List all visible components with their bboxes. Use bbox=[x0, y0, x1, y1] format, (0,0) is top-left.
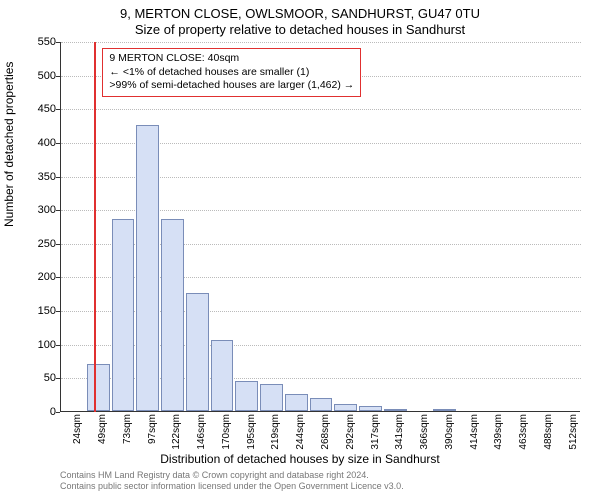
histogram-bar bbox=[433, 409, 456, 411]
yaxis-title: Number of detached properties bbox=[2, 62, 16, 227]
annotation-line2: ← <1% of detached houses are smaller (1) bbox=[109, 66, 354, 80]
footer-line1: Contains HM Land Registry data © Crown c… bbox=[60, 470, 404, 481]
gridline bbox=[61, 109, 581, 110]
histogram-bar bbox=[384, 409, 407, 411]
ytick-mark bbox=[56, 42, 60, 43]
xtick-label: 24sqm bbox=[72, 414, 83, 464]
xtick-label: 73sqm bbox=[122, 414, 133, 464]
ytick-mark bbox=[56, 244, 60, 245]
ytick-mark bbox=[56, 109, 60, 110]
xtick-label: 195sqm bbox=[246, 414, 257, 464]
property-marker-line bbox=[94, 42, 96, 412]
ytick-label: 150 bbox=[16, 305, 56, 317]
histogram-bar bbox=[359, 406, 382, 411]
ytick-label: 300 bbox=[16, 204, 56, 216]
xtick-label: 341sqm bbox=[394, 414, 405, 464]
xtick-label: 463sqm bbox=[518, 414, 529, 464]
histogram-bar bbox=[310, 398, 333, 411]
ytick-label: 0 bbox=[16, 406, 56, 418]
ytick-label: 400 bbox=[16, 137, 56, 149]
xtick-label: 488sqm bbox=[543, 414, 554, 464]
histogram-bar bbox=[161, 219, 184, 411]
xtick-label: 366sqm bbox=[419, 414, 430, 464]
ytick-mark bbox=[56, 210, 60, 211]
xtick-label: 390sqm bbox=[444, 414, 455, 464]
ytick-label: 200 bbox=[16, 271, 56, 283]
chart-title-line1: 9, MERTON CLOSE, OWLSMOOR, SANDHURST, GU… bbox=[0, 6, 600, 21]
ytick-label: 100 bbox=[16, 339, 56, 351]
histogram-bar bbox=[235, 381, 258, 411]
footer-attribution: Contains HM Land Registry data © Crown c… bbox=[60, 470, 404, 493]
xtick-label: 244sqm bbox=[295, 414, 306, 464]
annotation-line3: >99% of semi-detached houses are larger … bbox=[109, 79, 354, 93]
ytick-mark bbox=[56, 412, 60, 413]
annotation-line1: 9 MERTON CLOSE: 40sqm bbox=[109, 52, 354, 66]
xtick-label: 49sqm bbox=[97, 414, 108, 464]
xtick-label: 219sqm bbox=[270, 414, 281, 464]
histogram-bar bbox=[87, 364, 110, 411]
annotation-box: 9 MERTON CLOSE: 40sqm← <1% of detached h… bbox=[102, 48, 361, 97]
xtick-label: 512sqm bbox=[568, 414, 579, 464]
xtick-label: 439sqm bbox=[493, 414, 504, 464]
ytick-mark bbox=[56, 277, 60, 278]
ytick-mark bbox=[56, 378, 60, 379]
chart-title-line2: Size of property relative to detached ho… bbox=[0, 22, 600, 37]
xtick-label: 414sqm bbox=[469, 414, 480, 464]
ytick-mark bbox=[56, 143, 60, 144]
xtick-label: 292sqm bbox=[345, 414, 356, 464]
gridline bbox=[61, 42, 581, 43]
ytick-label: 500 bbox=[16, 70, 56, 82]
xtick-label: 170sqm bbox=[221, 414, 232, 464]
ytick-label: 250 bbox=[16, 238, 56, 250]
histogram-bar bbox=[186, 293, 209, 411]
histogram-bar bbox=[285, 394, 308, 411]
xtick-label: 317sqm bbox=[370, 414, 381, 464]
plot-area: 9 MERTON CLOSE: 40sqm← <1% of detached h… bbox=[60, 42, 580, 412]
ytick-label: 350 bbox=[16, 171, 56, 183]
ytick-label: 50 bbox=[16, 372, 56, 384]
ytick-label: 550 bbox=[16, 36, 56, 48]
footer-line2: Contains public sector information licen… bbox=[60, 481, 404, 492]
xtick-label: 146sqm bbox=[196, 414, 207, 464]
histogram-bar bbox=[112, 219, 135, 411]
ytick-mark bbox=[56, 345, 60, 346]
xtick-label: 268sqm bbox=[320, 414, 331, 464]
xtick-label: 122sqm bbox=[171, 414, 182, 464]
histogram-bar bbox=[136, 125, 159, 411]
ytick-label: 450 bbox=[16, 103, 56, 115]
histogram-bar bbox=[260, 384, 283, 411]
histogram-bar bbox=[334, 404, 357, 411]
ytick-mark bbox=[56, 311, 60, 312]
ytick-mark bbox=[56, 177, 60, 178]
histogram-bar bbox=[211, 340, 234, 411]
xtick-label: 97sqm bbox=[147, 414, 158, 464]
ytick-mark bbox=[56, 76, 60, 77]
